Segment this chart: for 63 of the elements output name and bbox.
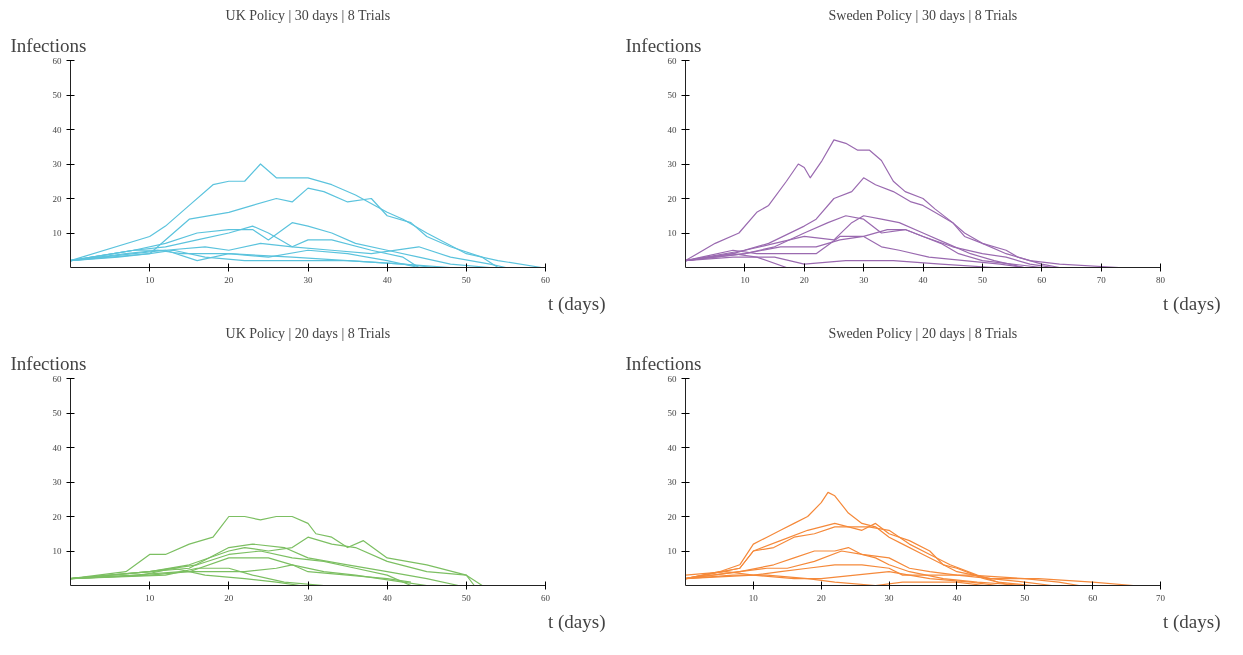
y-tick-label: 60	[667, 373, 677, 384]
x-tick-label: 60	[541, 592, 551, 603]
y-tick-label: 10	[667, 228, 677, 238]
x-tick-label: 80	[1156, 274, 1166, 285]
x-tick-label: 50	[1020, 592, 1030, 603]
x-tick-label: 30	[884, 592, 895, 603]
y-tick-label: 20	[667, 193, 677, 204]
y-axis-title: Infections	[10, 34, 87, 56]
y-tick-label: 50	[667, 408, 677, 418]
chart-title: Sweden Policy | 30 days | 8 Trials	[828, 7, 1018, 23]
chart-title: UK Policy | 30 days | 8 Trials	[225, 7, 391, 23]
x-axis-title: t (days)	[1162, 610, 1221, 633]
y-tick-label: 60	[52, 55, 62, 66]
x-tick-label: 70	[1096, 274, 1107, 285]
y-axis-title: Infections	[10, 352, 87, 374]
x-tick-label: 40	[918, 274, 928, 285]
y-tick-label: 30	[667, 477, 677, 487]
x-tick-label: 60	[1088, 592, 1098, 603]
x-tick-label: 30	[303, 274, 313, 285]
y-axis-title: Infections	[625, 34, 702, 56]
x-tick-label: 50	[977, 274, 988, 285]
x-axis-title: t (days)	[1162, 292, 1221, 315]
y-tick-label: 20	[52, 511, 62, 522]
x-tick-label: 10	[748, 592, 759, 603]
x-axis-title: t (days)	[547, 292, 606, 315]
x-tick-label: 70	[1156, 592, 1166, 603]
x-tick-label: 40	[382, 274, 393, 285]
chart-title: Sweden Policy | 20 days | 8 Trials	[828, 325, 1018, 341]
x-tick-label: 50	[461, 274, 472, 285]
x-tick-label: 40	[952, 592, 962, 603]
y-tick-label: 30	[52, 477, 62, 487]
y-tick-label: 50	[667, 90, 677, 100]
x-tick-label: 40	[382, 592, 393, 603]
x-tick-label: 10	[145, 274, 155, 285]
x-tick-label: 20	[224, 592, 234, 603]
x-tick-label: 60	[1037, 274, 1047, 285]
y-axis-title: Infections	[625, 352, 702, 374]
y-tick-label: 20	[52, 193, 62, 204]
chart-title: UK Policy | 20 days | 8 Trials	[225, 325, 391, 341]
y-tick-label: 40	[52, 442, 62, 453]
y-tick-label: 30	[52, 159, 62, 169]
y-tick-label: 10	[52, 546, 62, 556]
x-tick-label: 50	[461, 592, 472, 603]
x-tick-label: 30	[303, 592, 313, 603]
y-tick-label: 30	[667, 159, 677, 169]
y-tick-label: 40	[667, 124, 677, 135]
y-tick-label: 10	[667, 546, 677, 556]
x-axis-title: t (days)	[547, 610, 606, 633]
y-tick-label: 20	[667, 511, 677, 522]
y-tick-label: 10	[52, 228, 62, 238]
x-tick-label: 30	[859, 274, 869, 285]
y-tick-label: 50	[52, 90, 62, 100]
x-tick-label: 10	[740, 274, 750, 285]
y-tick-label: 50	[52, 408, 62, 418]
y-tick-label: 60	[52, 373, 62, 384]
x-tick-label: 20	[224, 274, 234, 285]
y-tick-label: 40	[667, 442, 677, 453]
x-tick-label: 60	[541, 274, 551, 285]
x-tick-label: 10	[145, 592, 155, 603]
y-tick-label: 60	[667, 55, 677, 66]
y-tick-label: 40	[52, 124, 62, 135]
x-tick-label: 20	[799, 274, 810, 285]
x-tick-label: 20	[816, 592, 827, 603]
